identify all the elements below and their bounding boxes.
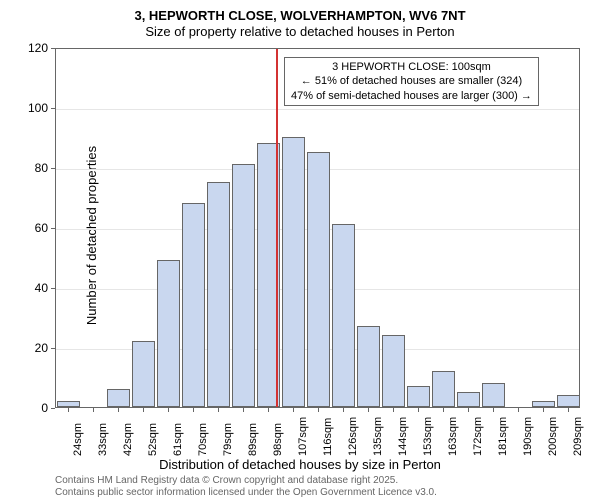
ytick-label: 120 bbox=[8, 41, 48, 55]
xtick-mark bbox=[243, 408, 244, 412]
chart-subtitle: Size of property relative to detached ho… bbox=[0, 24, 600, 39]
ytick-label: 40 bbox=[8, 281, 48, 295]
xtick-mark bbox=[568, 408, 569, 412]
histogram-bar bbox=[57, 401, 81, 407]
xtick-mark bbox=[143, 408, 144, 412]
chart-container: 3, HEPWORTH CLOSE, WOLVERHAMPTON, WV6 7N… bbox=[0, 0, 600, 500]
xtick-mark bbox=[118, 408, 119, 412]
xtick-label: 181sqm bbox=[497, 417, 509, 456]
ytick-mark bbox=[51, 48, 55, 49]
xtick-label: 200sqm bbox=[547, 417, 559, 456]
histogram-bar bbox=[132, 341, 156, 407]
ytick-label: 60 bbox=[8, 221, 48, 235]
histogram-bar bbox=[457, 392, 481, 407]
xtick-mark bbox=[268, 408, 269, 412]
footer-copyright: Contains HM Land Registry data © Crown c… bbox=[55, 475, 398, 486]
xtick-mark bbox=[393, 408, 394, 412]
xtick-mark bbox=[93, 408, 94, 412]
xtick-label: 135sqm bbox=[372, 417, 384, 456]
xtick-label: 79sqm bbox=[222, 423, 234, 456]
histogram-bar bbox=[357, 326, 381, 407]
xtick-mark bbox=[293, 408, 294, 412]
chart-title: 3, HEPWORTH CLOSE, WOLVERHAMPTON, WV6 7N… bbox=[0, 8, 600, 23]
xtick-label: 209sqm bbox=[572, 417, 584, 456]
xtick-label: 172sqm bbox=[472, 417, 484, 456]
ytick-mark bbox=[51, 408, 55, 409]
histogram-bar bbox=[432, 371, 456, 407]
xtick-mark bbox=[193, 408, 194, 412]
histogram-bar bbox=[182, 203, 206, 407]
xtick-label: 163sqm bbox=[447, 417, 459, 456]
xtick-label: 144sqm bbox=[397, 417, 409, 456]
histogram-bar bbox=[107, 389, 131, 407]
xtick-mark bbox=[343, 408, 344, 412]
ytick-label: 0 bbox=[8, 401, 48, 415]
xtick-mark bbox=[518, 408, 519, 412]
ytick-label: 100 bbox=[8, 101, 48, 115]
ytick-mark bbox=[51, 108, 55, 109]
annotation-box: 3 HEPWORTH CLOSE: 100sqm← 51% of detache… bbox=[284, 57, 539, 106]
xtick-label: 107sqm bbox=[297, 417, 309, 456]
histogram-bar bbox=[482, 383, 506, 407]
xtick-mark bbox=[318, 408, 319, 412]
xtick-mark bbox=[168, 408, 169, 412]
histogram-bar bbox=[382, 335, 406, 407]
xtick-label: 153sqm bbox=[422, 417, 434, 456]
histogram-bar bbox=[232, 164, 256, 407]
xtick-label: 98sqm bbox=[272, 423, 284, 456]
histogram-bar bbox=[332, 224, 356, 407]
histogram-bar bbox=[307, 152, 331, 407]
histogram-bar bbox=[282, 137, 306, 407]
ytick-mark bbox=[51, 348, 55, 349]
ytick-label: 80 bbox=[8, 161, 48, 175]
histogram-bar bbox=[407, 386, 431, 407]
xtick-mark bbox=[443, 408, 444, 412]
xtick-mark bbox=[218, 408, 219, 412]
xtick-mark bbox=[468, 408, 469, 412]
xtick-label: 61sqm bbox=[172, 423, 184, 456]
reference-line bbox=[276, 49, 278, 407]
xtick-label: 190sqm bbox=[522, 417, 534, 456]
annotation-line1: 3 HEPWORTH CLOSE: 100sqm bbox=[291, 60, 532, 74]
xtick-mark bbox=[543, 408, 544, 412]
histogram-bar bbox=[557, 395, 581, 407]
ytick-mark bbox=[51, 168, 55, 169]
xtick-label: 24sqm bbox=[72, 423, 84, 456]
plot-area: 3 HEPWORTH CLOSE: 100sqm← 51% of detache… bbox=[55, 48, 580, 408]
ytick-mark bbox=[51, 228, 55, 229]
xtick-mark bbox=[368, 408, 369, 412]
xtick-label: 70sqm bbox=[197, 423, 209, 456]
histogram-bar bbox=[157, 260, 181, 407]
ytick-label: 20 bbox=[8, 341, 48, 355]
histogram-bar bbox=[207, 182, 231, 407]
ytick-mark bbox=[51, 288, 55, 289]
annotation-line3: 47% of semi-detached houses are larger (… bbox=[291, 89, 532, 103]
xtick-label: 126sqm bbox=[347, 417, 359, 456]
annotation-line2: ← 51% of detached houses are smaller (32… bbox=[291, 74, 532, 88]
histogram-bar bbox=[532, 401, 556, 407]
footer-licence: Contains public sector information licen… bbox=[55, 487, 437, 498]
xtick-label: 52sqm bbox=[147, 423, 159, 456]
xtick-mark bbox=[418, 408, 419, 412]
xtick-label: 89sqm bbox=[247, 423, 259, 456]
gridline bbox=[56, 109, 579, 110]
x-axis-label: Distribution of detached houses by size … bbox=[0, 457, 600, 472]
xtick-label: 33sqm bbox=[97, 423, 109, 456]
xtick-mark bbox=[493, 408, 494, 412]
xtick-label: 42sqm bbox=[122, 423, 134, 456]
xtick-label: 116sqm bbox=[322, 418, 334, 456]
xtick-mark bbox=[68, 408, 69, 412]
